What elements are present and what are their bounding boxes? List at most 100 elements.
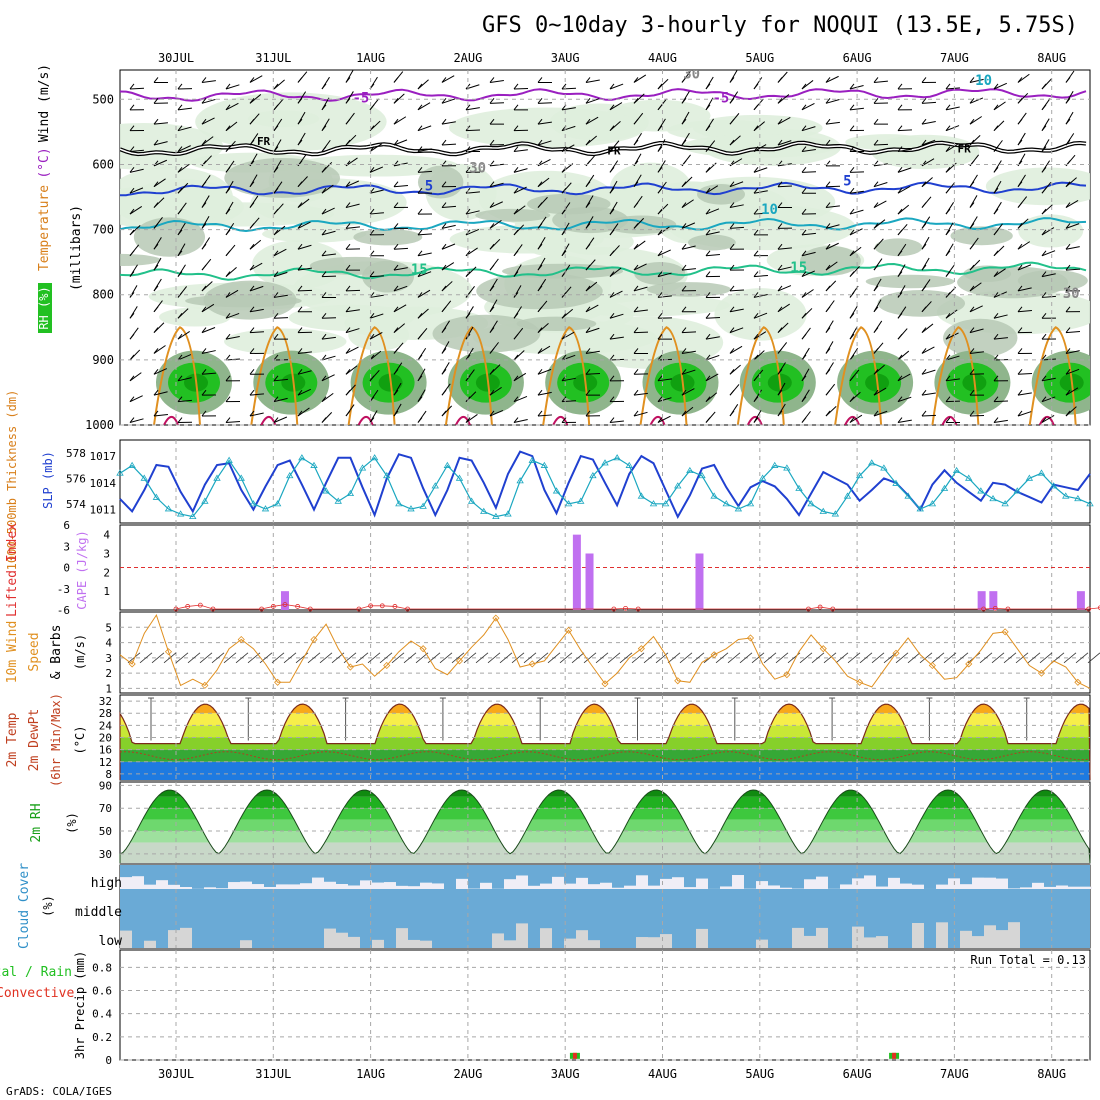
wind-barb-flag xyxy=(537,139,543,146)
wind-barb-flag xyxy=(969,118,975,125)
thickness-line xyxy=(119,457,1091,518)
wind-barb xyxy=(585,373,601,375)
wind-barb-flag xyxy=(1041,187,1047,194)
wind-barb xyxy=(801,289,814,298)
wind-barb xyxy=(475,652,489,664)
wind-barb-flag xyxy=(993,104,999,111)
low-cloud-bar xyxy=(864,937,876,948)
wind-barb-flag xyxy=(225,375,231,382)
wind-barb xyxy=(921,139,936,146)
wind-barb-flag xyxy=(297,410,303,417)
wind-barb-flag xyxy=(681,285,687,292)
wind-barb-flag xyxy=(417,104,423,111)
wind-barb xyxy=(129,372,142,382)
high-cloud-bar xyxy=(156,880,168,889)
wind-barb xyxy=(273,416,288,423)
wind-barb-flag xyxy=(801,354,807,361)
wind-barb-flag xyxy=(441,118,447,125)
high-cloud-bar xyxy=(516,875,528,889)
wind-barb-flag xyxy=(129,208,135,215)
wind-barb-flag xyxy=(969,285,975,292)
wind-barb xyxy=(633,240,646,250)
wind-barb-flag xyxy=(537,160,543,167)
wind-barb-flag xyxy=(585,139,591,146)
wind-barb xyxy=(873,410,888,417)
wind-barb-flag xyxy=(1041,250,1047,257)
wind-barb xyxy=(681,388,695,396)
wind-barb xyxy=(439,652,453,664)
thickness-point xyxy=(528,456,536,463)
wind-barb-flag xyxy=(969,202,975,208)
wind-barb-flag xyxy=(537,410,543,417)
wind-barb-flag xyxy=(969,223,975,229)
wind-barb-flag xyxy=(201,139,207,146)
wind-barb-flag xyxy=(273,271,279,277)
high-cloud-bar xyxy=(684,887,696,889)
high-cloud-bar xyxy=(276,884,288,889)
cloud-level-label: middle xyxy=(75,905,122,920)
wind-barb-flag xyxy=(249,410,255,417)
wind-barb xyxy=(321,253,336,257)
wind-barb xyxy=(465,414,478,423)
high-cloud-bar xyxy=(240,881,252,889)
wind-barb xyxy=(451,652,465,664)
wind-barb-flag xyxy=(825,327,831,333)
wind-barb-flag xyxy=(969,389,975,396)
wind-barb-flag xyxy=(153,306,159,313)
wind-barb-flag xyxy=(729,368,735,375)
rh-band xyxy=(120,808,1090,820)
wind-barb xyxy=(945,143,959,152)
thickness-point xyxy=(952,466,961,474)
wind-barb-flag xyxy=(177,417,183,423)
wind-speed-point xyxy=(492,614,500,622)
wind-barb-flag xyxy=(321,271,327,277)
wind-barb xyxy=(153,159,168,167)
high-cloud-bar xyxy=(372,882,384,889)
precip-conv-bar xyxy=(892,1052,897,1059)
wind-barb-flag xyxy=(657,187,663,194)
wind-barb-flag xyxy=(345,181,351,188)
wind-barb xyxy=(513,205,526,215)
wind-barb xyxy=(873,200,887,208)
wind-barb-flag xyxy=(153,410,159,417)
wind-barb xyxy=(537,177,550,188)
top-date-label: 3AUG xyxy=(551,51,580,65)
wind-barb-flag xyxy=(849,104,855,111)
wind-barb-flag xyxy=(633,223,639,229)
wind-barb xyxy=(801,126,816,132)
high-cloud-bar xyxy=(648,885,660,889)
wind-barb xyxy=(225,102,239,111)
wind-barb-flag xyxy=(249,160,255,167)
thickness-point xyxy=(868,459,876,466)
wind-barb xyxy=(561,331,575,340)
wind-barb xyxy=(993,337,1008,340)
thickness-point xyxy=(164,505,173,512)
wind-barb xyxy=(489,201,503,209)
wind-barb-flag xyxy=(393,368,399,375)
wind-barb xyxy=(201,117,215,125)
wind-barb xyxy=(825,121,840,125)
wind-barb xyxy=(489,163,504,167)
wind-barb-flag xyxy=(273,83,279,90)
wind-barb-flag xyxy=(729,181,735,188)
thickness-point xyxy=(698,471,706,479)
high-cloud-bar xyxy=(576,877,588,889)
wind-barb xyxy=(777,266,792,271)
wind-barb xyxy=(705,231,720,236)
wind-barb-flag xyxy=(705,417,711,423)
wind-barb-flag xyxy=(897,396,903,402)
thickness-point xyxy=(273,500,282,507)
wind-barb-flag xyxy=(897,104,903,111)
wind-barb xyxy=(753,312,768,319)
wind-barb-flag xyxy=(513,312,519,319)
wind-barb-flag xyxy=(753,271,759,277)
wind-barb xyxy=(753,190,768,194)
wind-barb-flag xyxy=(633,98,639,104)
wind-barb-flag xyxy=(417,187,423,194)
top-date-label: 4AUG xyxy=(648,51,677,65)
wind-barb-flag xyxy=(1017,223,1023,229)
wind-barb-flag xyxy=(873,98,879,104)
wind-barb xyxy=(825,224,840,229)
wind-barb-flag xyxy=(873,139,879,146)
wind-barb xyxy=(897,373,911,382)
